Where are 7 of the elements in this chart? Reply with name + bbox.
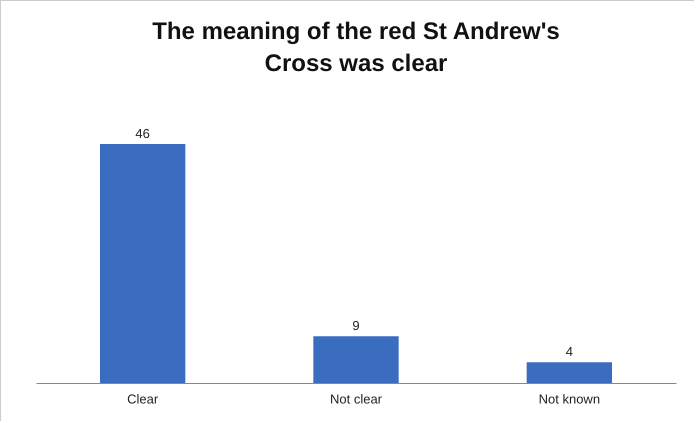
x-tick-label: Not known: [538, 392, 600, 406]
chart-title: The meaning of the red St Andrew's Cross was clear: [152, 18, 560, 77]
x-tick-label: Clear: [127, 392, 159, 406]
data-label: 4: [566, 344, 573, 360]
x-tick-label: Not clear: [330, 392, 383, 406]
data-label: 9: [352, 318, 360, 334]
data-label: 46: [135, 126, 150, 141]
